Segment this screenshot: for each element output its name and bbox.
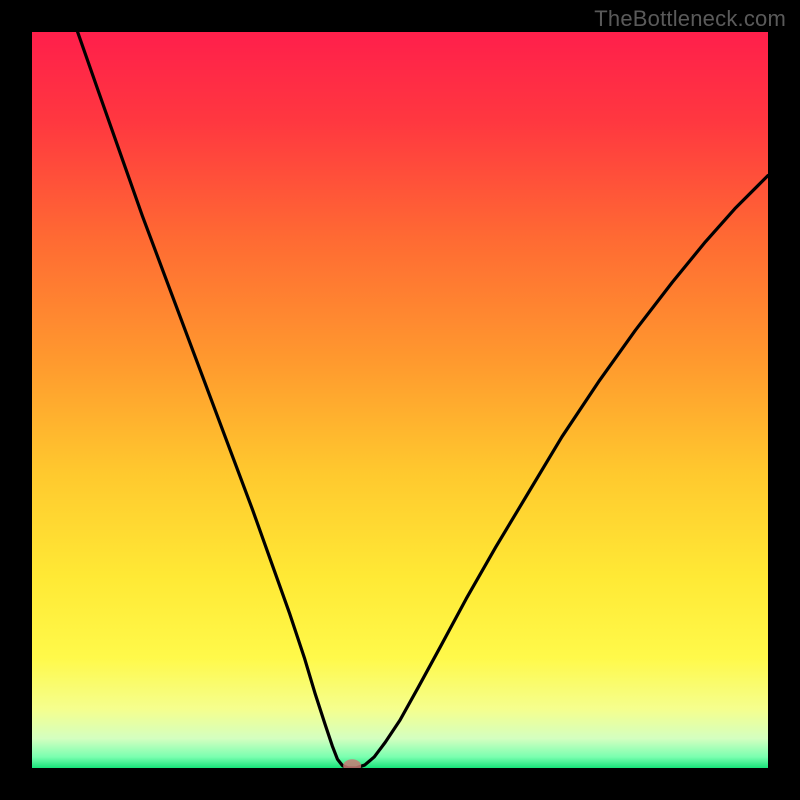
plot-gradient-background <box>32 32 768 768</box>
chart-container: TheBottleneck.com <box>0 0 800 800</box>
bottleneck-chart <box>0 0 800 800</box>
watermark-text: TheBottleneck.com <box>594 6 786 32</box>
